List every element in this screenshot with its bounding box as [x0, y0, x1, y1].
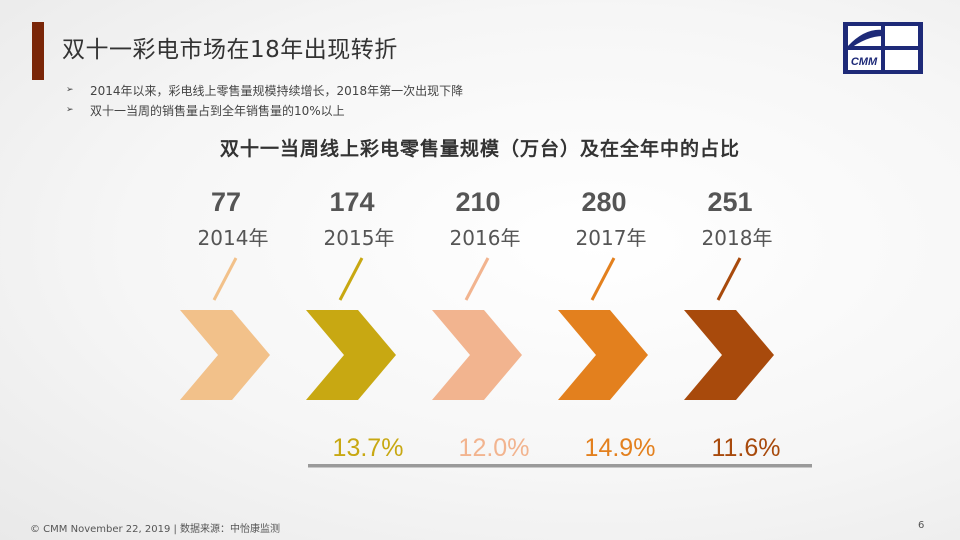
- connector-line: [338, 257, 364, 301]
- share-underline: [686, 464, 812, 468]
- chart-title: 双十一当周线上彩电零售量规模（万台）及在全年中的占比: [219, 138, 740, 160]
- year-label: 2016年: [450, 226, 521, 250]
- share-label: 11.6%: [711, 434, 780, 462]
- page-number: 6: [918, 520, 925, 531]
- connector-line: [590, 257, 616, 301]
- bullet-item: ➢ 2014年以来，彩电线上零售量规模持续增长，2018年第一次出现下降: [66, 80, 463, 100]
- value-label: 210: [455, 187, 500, 217]
- page-title: 双十一彩电市场在18年出现转折: [62, 37, 398, 63]
- share-label: 13.7%: [333, 434, 404, 462]
- year-label: 2014年: [198, 226, 269, 250]
- bullet-text: 双十一当周的销售量占到全年销售量的10%以上: [90, 103, 345, 118]
- chevron-mark: [684, 310, 774, 400]
- connector-line: [716, 257, 742, 301]
- cmm-logo: CMM: [843, 22, 923, 74]
- chevron-mark: [432, 310, 522, 400]
- share-label: 12.0%: [459, 434, 530, 462]
- share-underline: [434, 464, 560, 468]
- value-label: 251: [707, 187, 752, 217]
- value-label: 280: [581, 187, 626, 217]
- share-underline: [560, 464, 686, 468]
- chevron-mark: [180, 310, 270, 400]
- share-label: 14.9%: [585, 434, 656, 462]
- bullet-arrow-icon: ➢: [66, 85, 74, 95]
- value-label: 174: [329, 187, 374, 217]
- year-label: 2017年: [576, 226, 647, 250]
- bullet-text: 2014年以来，彩电线上零售量规模持续增长，2018年第一次出现下降: [90, 83, 464, 98]
- bullet-list: ➢ 2014年以来，彩电线上零售量规模持续增长，2018年第一次出现下降 ➢ 双…: [66, 80, 463, 120]
- bullet-item: ➢ 双十一当周的销售量占到全年销售量的10%以上: [66, 100, 463, 120]
- year-label: 2018年: [702, 226, 773, 250]
- title-accent-bar: [32, 22, 44, 80]
- year-label: 2015年: [324, 226, 395, 250]
- chevron-mark: [306, 310, 396, 400]
- logo-text: CMM: [851, 56, 878, 68]
- share-underline: [308, 464, 434, 468]
- value-label: 77: [211, 187, 241, 217]
- connector-line: [464, 257, 490, 301]
- connector-line: [212, 257, 238, 301]
- footer-source: © CMM November 22, 2019 | 数据来源：中怡康监测: [30, 524, 281, 535]
- chevron-mark: [558, 310, 648, 400]
- bullet-arrow-icon: ➢: [66, 105, 74, 115]
